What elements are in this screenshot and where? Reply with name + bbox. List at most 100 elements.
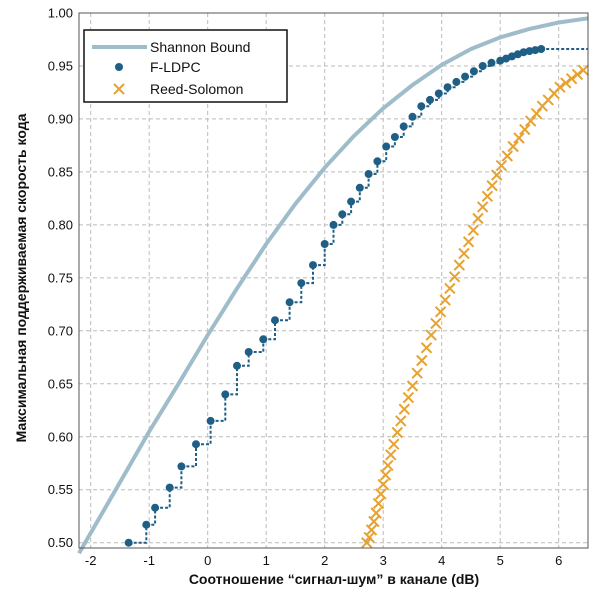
x-tick-label: 2 <box>321 553 328 568</box>
fldpc-point <box>519 48 528 57</box>
fldpc-point <box>206 416 215 425</box>
fldpc-point <box>151 503 160 512</box>
fldpc-point <box>309 261 317 270</box>
fldpc-point <box>221 390 230 399</box>
plot-frame <box>78 12 589 549</box>
fldpc-point <box>233 361 241 370</box>
rs-point <box>476 201 489 213</box>
fldpc-point <box>443 83 452 92</box>
x-axis-ticks: -2 -1 0 1 2 3 4 5 6 <box>85 553 562 568</box>
y-axis-ticks: 0.50 0.55 0.60 0.65 0.70 0.75 0.80 0.85 0.90 0.95… <box>48 6 73 551</box>
rs-point <box>420 342 433 354</box>
rs-point <box>513 132 525 144</box>
rs-point <box>406 380 419 392</box>
y-tick-label: 0.85 <box>48 164 73 179</box>
x-tick-label: -1 <box>143 553 155 568</box>
fldpc-point <box>329 220 338 229</box>
rs-point <box>501 150 514 162</box>
y-tick-label: 0.55 <box>48 482 73 497</box>
rs-point <box>495 159 508 172</box>
rs-point <box>444 282 456 295</box>
rs-point <box>375 488 387 500</box>
fldpc-point <box>259 335 268 344</box>
rs-point <box>377 478 389 491</box>
rs-point <box>385 449 397 461</box>
fldpc-step-line <box>128 48 588 544</box>
x-axis-label: Соотношение “сигнал-шум” в канале (dB) <box>189 571 479 587</box>
rs-point <box>530 107 543 120</box>
fldpc-point <box>285 298 294 307</box>
fldpc-point <box>461 72 470 81</box>
rs-point <box>411 367 423 379</box>
legend: Shannon Bound F-LDPC Reed-Solomon <box>83 29 288 103</box>
y-tick-label: 0.60 <box>48 429 73 444</box>
legend-fldpc-label: F-LDPC <box>150 59 201 75</box>
rs-point <box>368 515 380 528</box>
series <box>77 16 590 555</box>
rs-point <box>472 212 484 225</box>
rs-point <box>391 426 404 439</box>
fldpc-point <box>177 462 186 471</box>
fldpc-point <box>434 89 443 98</box>
rs-point <box>481 190 494 203</box>
fldpc-point <box>399 122 408 131</box>
rs-point <box>430 317 442 330</box>
fldpc-point <box>320 240 329 248</box>
fldpc-point <box>244 348 253 356</box>
y-tick-label: 0.75 <box>48 270 73 285</box>
fldpc-point <box>382 142 391 151</box>
rs-point <box>565 72 578 85</box>
fldpc-point <box>165 483 174 492</box>
fldpc-point <box>271 316 279 325</box>
x-tick-label: 5 <box>497 553 504 568</box>
y-tick-label: 0.80 <box>48 217 73 232</box>
fldpc-point <box>338 210 347 219</box>
rs-point <box>462 236 475 248</box>
rs-point <box>467 224 480 236</box>
legend-shannon-label: Shannon Bound <box>150 39 250 55</box>
rs-point <box>519 123 531 136</box>
rs-point <box>439 294 451 306</box>
y-axis-label: Максимальная поддерживаемая скорость код… <box>13 113 29 442</box>
fldpc-point <box>417 102 426 111</box>
x-tick-label: -2 <box>85 553 97 568</box>
legend-rs-swatch <box>113 83 125 95</box>
fldpc-point <box>142 520 151 529</box>
x-tick-label: 0 <box>204 553 211 568</box>
rs-point <box>425 329 437 341</box>
fldpc-point <box>408 112 417 121</box>
fldpc-point <box>124 538 133 547</box>
x-tick-label: 4 <box>438 553 445 568</box>
rs-point <box>416 354 428 367</box>
rs-point <box>379 469 392 481</box>
fldpc-point <box>355 183 364 192</box>
rs-point <box>382 459 394 472</box>
fldpc-point <box>373 157 382 166</box>
rs-point <box>370 507 382 519</box>
y-tick-label: 0.50 <box>48 535 73 550</box>
fldpc-point <box>452 77 461 86</box>
rs-point <box>395 415 407 427</box>
rs-point <box>363 531 375 544</box>
fldpc-point <box>347 197 356 206</box>
fldpc-point <box>469 67 478 76</box>
rs-point <box>434 306 447 318</box>
rs-point <box>458 247 470 260</box>
rs-point <box>554 81 566 93</box>
shannon-bound-line <box>77 16 589 555</box>
rs-point <box>365 524 378 536</box>
fldpc-point <box>478 62 487 70</box>
rs-point <box>507 140 519 153</box>
y-tick-label: 0.90 <box>48 111 73 126</box>
rs-point <box>524 115 537 127</box>
rs-point <box>560 77 572 89</box>
legend-fldpc-swatch <box>115 63 123 71</box>
fldpc-point <box>364 170 373 178</box>
fldpc-point <box>297 279 306 288</box>
y-tick-label: 0.70 <box>48 323 73 338</box>
fldpc-point <box>390 133 399 141</box>
rs-point <box>577 64 590 76</box>
x-tick-label: 1 <box>263 553 270 568</box>
rs-point <box>571 68 584 81</box>
